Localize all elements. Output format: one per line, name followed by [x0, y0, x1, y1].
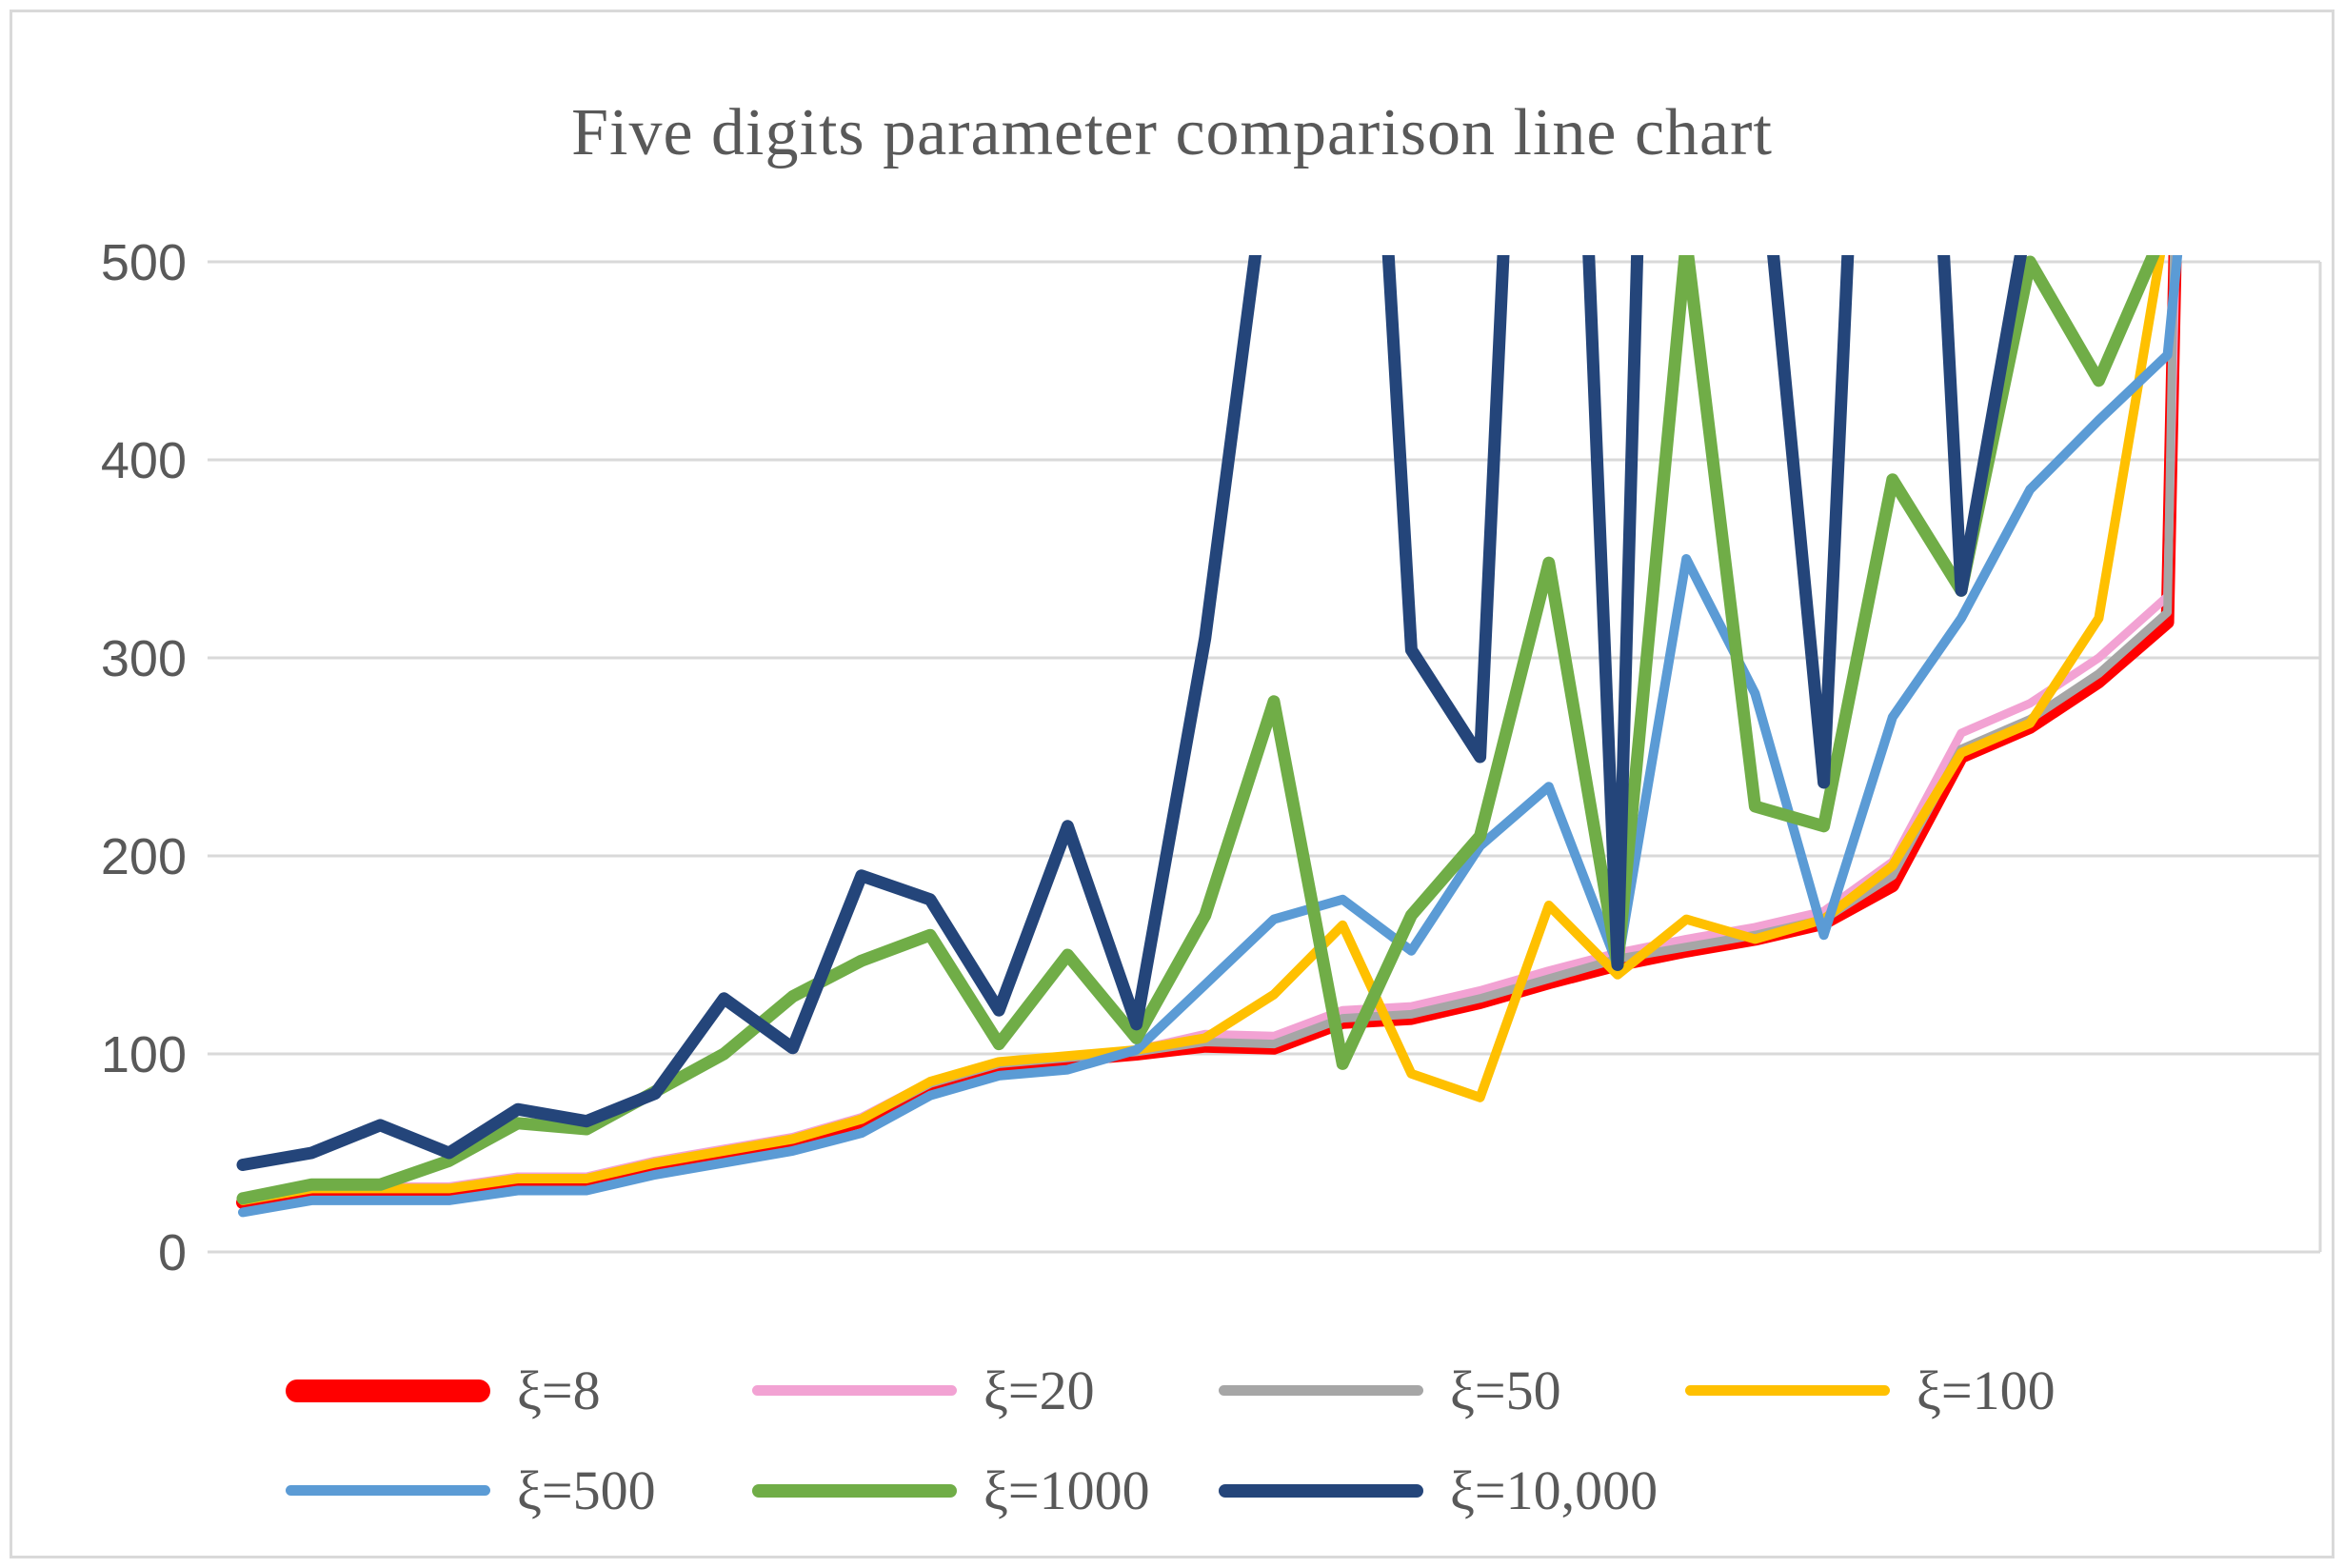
- y-tick-label-400: 400: [101, 432, 187, 489]
- legend: ξ=8 ξ=20 ξ=50 ξ=100 ξ=500 ξ=1000 ξ=10,000: [0, 1340, 2344, 1540]
- series-line-ξ=1000: [236, 255, 2160, 1205]
- legend-label-ξ=100: ξ=100: [1917, 1360, 2056, 1421]
- series-group: [236, 255, 2183, 1218]
- legend-label-ξ=8: ξ=8: [517, 1360, 601, 1421]
- legend-item-ξ=8: ξ=8: [286, 1340, 601, 1440]
- legend-swatch-ξ=10,000: [1219, 1483, 1423, 1498]
- legend-label-ξ=1000: ξ=1000: [983, 1459, 1150, 1521]
- legend-label-ξ=20: ξ=20: [983, 1360, 1095, 1421]
- legend-swatch-ξ=100: [1685, 1385, 1890, 1396]
- y-tick-label-500: 500: [101, 234, 187, 291]
- legend-item-ξ=100: ξ=100: [1685, 1340, 2056, 1440]
- legend-swatch-ξ=500: [286, 1485, 490, 1496]
- legend-item-ξ=1000: ξ=1000: [752, 1440, 1150, 1540]
- legend-swatch-ξ=8: [286, 1379, 490, 1402]
- legend-label-ξ=50: ξ=50: [1450, 1360, 1561, 1421]
- legend-row-1: ξ=8 ξ=20 ξ=50 ξ=100: [0, 1340, 2344, 1440]
- legend-label-ξ=10,000: ξ=10,000: [1450, 1459, 1659, 1521]
- y-tick-label-100: 100: [101, 1026, 187, 1083]
- y-tick-label-0: 0: [158, 1224, 187, 1281]
- legend-row-2: ξ=500 ξ=1000 ξ=10,000: [0, 1440, 2344, 1540]
- chart-title: Five digits parameter comparison line ch…: [571, 96, 1773, 169]
- legend-item-ξ=50: ξ=50: [1219, 1340, 1561, 1440]
- legend-label-ξ=500: ξ=500: [517, 1459, 656, 1521]
- legend-swatch-ξ=50: [1219, 1385, 1423, 1396]
- series-line-ξ=8: [236, 255, 2182, 1209]
- y-tick-label-300: 300: [101, 630, 187, 687]
- legend-item-ξ=20: ξ=20: [752, 1340, 1095, 1440]
- legend-swatch-ξ=1000: [752, 1483, 957, 1498]
- series-line-ξ=10,000: [236, 255, 2027, 1171]
- y-tick-label-200: 200: [101, 828, 187, 885]
- legend-item-ξ=10,000: ξ=10,000: [1219, 1440, 1658, 1540]
- legend-swatch-ξ=20: [752, 1385, 957, 1396]
- series-line-ξ=500: [238, 255, 2183, 1218]
- legend-item-ξ=500: ξ=500: [286, 1440, 656, 1540]
- series-line-ξ=100: [238, 255, 2166, 1205]
- chart-border: [10, 10, 2334, 1558]
